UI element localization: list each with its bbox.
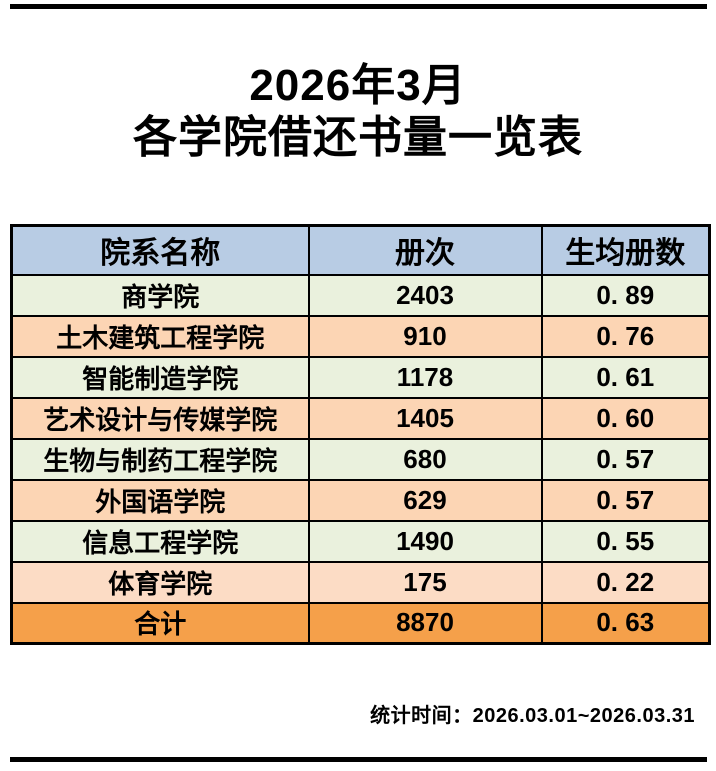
- col-header-per-student: 生均册数: [540, 224, 711, 276]
- department-cell: 体育学院: [10, 560, 310, 604]
- department-cell: 信息工程学院: [10, 519, 310, 563]
- col-header-department: 院系名称: [10, 224, 310, 276]
- borrow-return-stats-table: 院系名称 册次 生均册数 商学院 2403 0. 89 土木建筑工程学院 910…: [10, 224, 711, 645]
- volumes-cell: 910: [307, 314, 543, 358]
- per-student-cell: 0. 55: [540, 519, 711, 563]
- department-cell: 外国语学院: [10, 478, 310, 522]
- volumes-cell: 629: [307, 478, 543, 522]
- per-student-cell: 0. 57: [540, 437, 711, 481]
- total-label-cell: 合计: [10, 601, 310, 645]
- per-student-cell: 0. 57: [540, 478, 711, 522]
- per-student-cell: 0. 61: [540, 355, 711, 399]
- per-student-cell: 0. 22: [540, 560, 711, 604]
- department-cell: 商学院: [10, 273, 310, 317]
- volumes-cell: 175: [307, 560, 543, 604]
- total-row: 合计 8870 0. 63: [10, 601, 711, 645]
- department-cell: 土木建筑工程学院: [10, 314, 310, 358]
- department-cell: 生物与制药工程学院: [10, 437, 310, 481]
- page-title-line2: 各学院借还书量一览表: [133, 113, 583, 162]
- table-row: 外国语学院 629 0. 57: [10, 478, 711, 522]
- table-row: 信息工程学院 1490 0. 55: [10, 519, 711, 563]
- volumes-cell: 680: [307, 437, 543, 481]
- total-per-student-cell: 0. 63: [540, 601, 711, 645]
- department-cell: 智能制造学院: [10, 355, 310, 399]
- table-row: 土木建筑工程学院 910 0. 76: [10, 314, 711, 358]
- top-border-line: [10, 4, 707, 9]
- page-title-line1: 2026年3月: [249, 61, 467, 110]
- volumes-cell: 1178: [307, 355, 543, 399]
- header-row: 院系名称 册次 生均册数: [10, 224, 711, 276]
- per-student-cell: 0. 89: [540, 273, 711, 317]
- col-header-volumes: 册次: [307, 224, 543, 276]
- table-row: 生物与制药工程学院 680 0. 57: [10, 437, 711, 481]
- per-student-cell: 0. 60: [540, 396, 711, 440]
- stats-period-label: 统计时间：2026.03.01~2026.03.31: [370, 705, 695, 727]
- table-row: 体育学院 175 0. 22: [10, 560, 711, 604]
- table-row: 商学院 2403 0. 89: [10, 273, 711, 317]
- volumes-cell: 1405: [307, 396, 543, 440]
- bottom-border-line: [10, 757, 707, 762]
- volumes-cell: 1490: [307, 519, 543, 563]
- page-title: 2026年3月 各学院借还书量一览表: [0, 60, 716, 164]
- table-row: 智能制造学院 1178 0. 61: [10, 355, 711, 399]
- table-row: 艺术设计与传媒学院 1405 0. 60: [10, 396, 711, 440]
- volumes-cell: 2403: [307, 273, 543, 317]
- department-cell: 艺术设计与传媒学院: [10, 396, 310, 440]
- total-volumes-cell: 8870: [307, 601, 543, 645]
- per-student-cell: 0. 76: [540, 314, 711, 358]
